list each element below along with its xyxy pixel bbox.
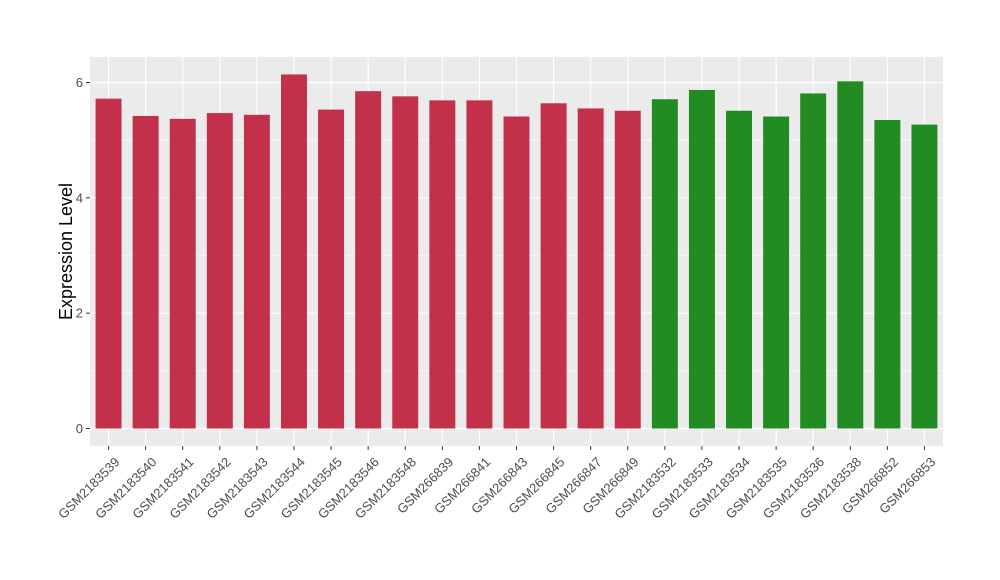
y-tick-label: 4 [76, 190, 83, 205]
y-tick-label: 2 [76, 306, 83, 321]
bar-gsm2183538 [837, 81, 864, 429]
bar-gsm2183541 [169, 118, 196, 429]
bar-gsm266841 [466, 100, 493, 429]
y-tick-label: 6 [76, 75, 83, 90]
bar-gsm2183543 [243, 114, 270, 429]
bar-gsm2183544 [280, 74, 307, 429]
bar-gsm266843 [503, 116, 530, 429]
bar-gsm266847 [577, 108, 604, 429]
bar-gsm2183539 [95, 98, 122, 429]
bar-gsm2183536 [800, 93, 827, 429]
bar-gsm2183534 [726, 110, 753, 429]
y-axis-title: Expression Level [56, 183, 76, 320]
y-tick-label: 0 [76, 421, 83, 436]
bar-gsm2183535 [763, 116, 790, 429]
bar-gsm2183540 [132, 115, 159, 429]
bar-gsm266849 [614, 110, 641, 429]
bar-gsm266845 [540, 103, 567, 429]
bar-gsm266839 [429, 100, 456, 429]
y-axis: 0 2 4 6 [76, 75, 90, 436]
bars-group [95, 74, 938, 429]
bar-gsm2183533 [688, 89, 715, 429]
x-axis: GSM2183539GSM2183540GSM2183541GSM2183542… [55, 446, 938, 522]
bar-gsm266853 [911, 124, 938, 429]
bar-gsm266852 [874, 119, 901, 429]
bar-gsm2183545 [318, 109, 345, 429]
bar-gsm2183532 [651, 99, 678, 429]
bar-gsm2183548 [392, 96, 419, 429]
bar-gsm2183542 [206, 113, 233, 429]
bar-gsm2183546 [355, 91, 382, 429]
